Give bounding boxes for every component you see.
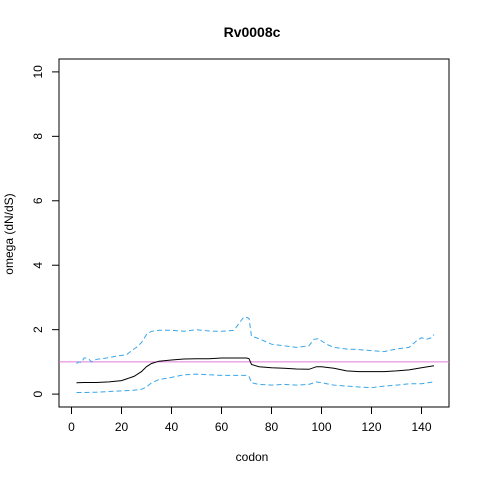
y-tick-label: 4 xyxy=(31,262,45,269)
x-tick-label: 40 xyxy=(165,420,179,434)
series-line-lower-bound xyxy=(76,373,435,393)
series-line-estimate xyxy=(76,357,435,384)
y-axis-label: omega (dN/dS) xyxy=(2,193,16,274)
x-tick-label: 100 xyxy=(311,420,331,434)
x-tick-label: 120 xyxy=(361,420,381,434)
x-axis-label: codon xyxy=(236,450,269,464)
y-tick-label: 0 xyxy=(31,390,45,397)
y-tick-label: 2 xyxy=(31,326,45,333)
x-tick-label: 60 xyxy=(215,420,229,434)
y-tick-label: 6 xyxy=(31,197,45,204)
x-tick-label: 140 xyxy=(411,420,431,434)
axis-ticks: 0 20 40 60 80 100 120 140 0 2 4 6 8 10 xyxy=(31,65,432,434)
y-tick-label: 8 xyxy=(31,133,45,140)
y-tick-label: 10 xyxy=(31,65,45,79)
x-tick-label: 20 xyxy=(115,420,129,434)
x-tick-label: 0 xyxy=(68,420,75,434)
series-line-upper-bound xyxy=(76,316,435,364)
plot-frame xyxy=(58,58,450,408)
series-lines xyxy=(59,316,449,393)
x-tick-label: 80 xyxy=(265,420,279,434)
chart-title: Rv0008c xyxy=(224,24,281,40)
